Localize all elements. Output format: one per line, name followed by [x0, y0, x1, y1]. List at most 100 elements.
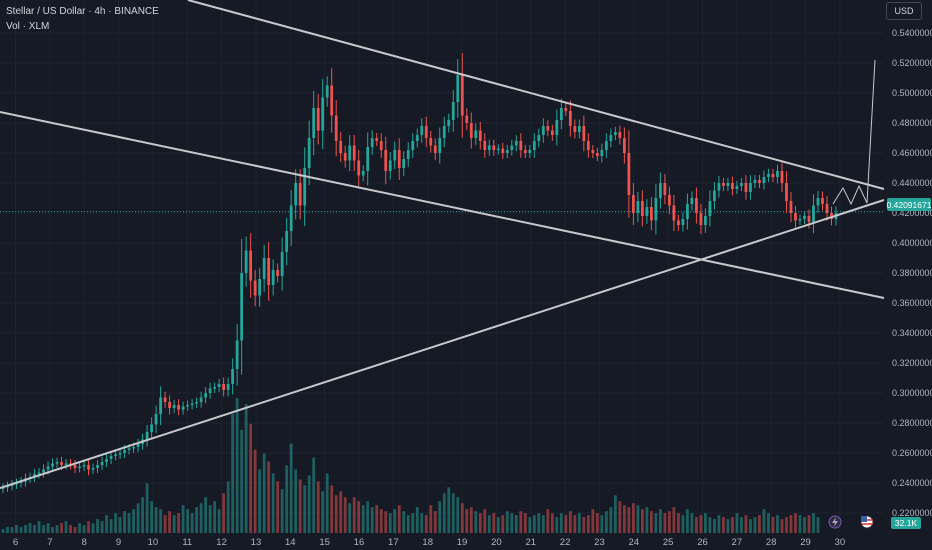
candle-body — [132, 447, 135, 449]
lower-trendline[interactable] — [0, 199, 885, 489]
middle-trendline[interactable] — [0, 111, 885, 299]
time-axis[interactable]: 6 7 8 9 10 11 12 13 14 15 16 17 18 19 20 21 22 23 24 25 26 27… — [13, 537, 845, 548]
candle-body — [825, 204, 829, 213]
volume-bar — [749, 519, 752, 533]
volume-bar — [244, 403, 248, 533]
volume-bar — [249, 423, 253, 533]
volume-bar — [46, 523, 50, 533]
candle-body — [42, 469, 45, 473]
candle-body — [433, 145, 437, 153]
candle-body — [204, 393, 208, 398]
volume-bar — [303, 485, 307, 533]
volume-bar — [154, 507, 158, 533]
volume-bar — [803, 517, 806, 533]
candle-body — [609, 135, 613, 141]
volume-bar — [393, 509, 397, 533]
candle-body — [15, 483, 18, 485]
volume-bar — [213, 501, 217, 533]
date-tick-label: 24 — [629, 537, 640, 548]
volume-bar — [505, 511, 509, 533]
candle-body — [735, 186, 739, 189]
date-tick-label: 11 — [182, 537, 192, 548]
volume-bar — [622, 505, 626, 533]
candle-body — [393, 150, 397, 161]
candle-body — [37, 472, 41, 474]
projection-path[interactable] — [832, 59, 876, 206]
volume-bar — [37, 521, 41, 533]
candle-body — [636, 201, 640, 213]
candle-body — [307, 138, 311, 168]
price-tick-label: 0.50000000 — [892, 88, 932, 98]
candle-body — [816, 198, 820, 206]
trendline-drawings[interactable] — [0, 0, 885, 489]
candle-body — [352, 145, 356, 161]
upper-trendline[interactable] — [187, 0, 885, 190]
candle-body — [78, 466, 81, 468]
volume-bar — [731, 517, 734, 533]
candle-body — [541, 126, 545, 135]
price-axis[interactable]: 0.54000000 0.52000000 0.50000000 0.48000000… — [892, 28, 932, 518]
volume-bar — [258, 469, 262, 533]
candle-body — [532, 141, 536, 150]
symbol-title[interactable]: Stellar / US Dollar · 4h · BINANCE — [6, 6, 159, 17]
volume-bar — [699, 515, 703, 533]
volume-bar — [451, 493, 455, 533]
volume-bar — [627, 507, 631, 533]
date-tick-label: 8 — [82, 537, 87, 548]
volume-bar — [136, 503, 140, 533]
volume-bar — [753, 517, 757, 533]
volume-bar — [595, 513, 599, 533]
volume-bar — [105, 515, 108, 533]
candle-body — [537, 135, 541, 141]
volume-bar — [361, 505, 365, 533]
volume-bar — [519, 511, 523, 533]
candle-body — [190, 403, 194, 405]
candle-body — [231, 369, 235, 384]
volume-bar — [654, 513, 658, 533]
volume-bar — [789, 515, 793, 533]
candle-body — [213, 387, 217, 389]
candle-body — [726, 183, 730, 186]
candle-body — [420, 126, 424, 135]
volume-bar — [397, 505, 401, 533]
candle-body — [321, 97, 325, 131]
candle-body — [402, 159, 406, 168]
date-tick-label: 17 — [388, 537, 399, 548]
volume-bar — [55, 525, 59, 533]
candle-body — [96, 465, 99, 468]
candle-body — [663, 183, 667, 195]
volume-bar — [33, 525, 36, 533]
volume-bar — [776, 515, 779, 533]
candle-body — [528, 150, 532, 153]
volume-bar — [780, 519, 784, 533]
volume-bar — [132, 509, 135, 533]
volume-bar — [708, 517, 712, 533]
volume-bar — [87, 521, 90, 533]
candle-body — [686, 204, 689, 219]
candle-body — [51, 463, 54, 467]
volume-bar — [649, 511, 653, 533]
volume-bar — [208, 505, 212, 533]
volume-bar — [217, 509, 221, 533]
candle-body — [91, 468, 95, 470]
candle-body — [519, 141, 523, 150]
volume-bar — [442, 493, 446, 533]
volume-bar — [253, 449, 257, 533]
candle-body — [177, 405, 181, 410]
volume-bar — [186, 509, 190, 533]
volume-indicator-label[interactable]: Vol · XLM — [6, 21, 50, 32]
price-tick-label: 0.44000000 — [892, 178, 932, 188]
currency-button[interactable]: USD — [886, 2, 922, 20]
candle-body — [618, 132, 622, 138]
candle-body — [708, 201, 712, 216]
volume-bar — [514, 515, 518, 533]
candle-body — [384, 150, 388, 171]
candle-body — [339, 141, 343, 153]
candle-body — [514, 141, 518, 146]
volume-bar — [469, 507, 473, 533]
candle-body — [33, 474, 36, 477]
date-tick-label: 29 — [800, 537, 811, 548]
candle-body — [645, 207, 649, 216]
volume-bar — [294, 469, 298, 533]
